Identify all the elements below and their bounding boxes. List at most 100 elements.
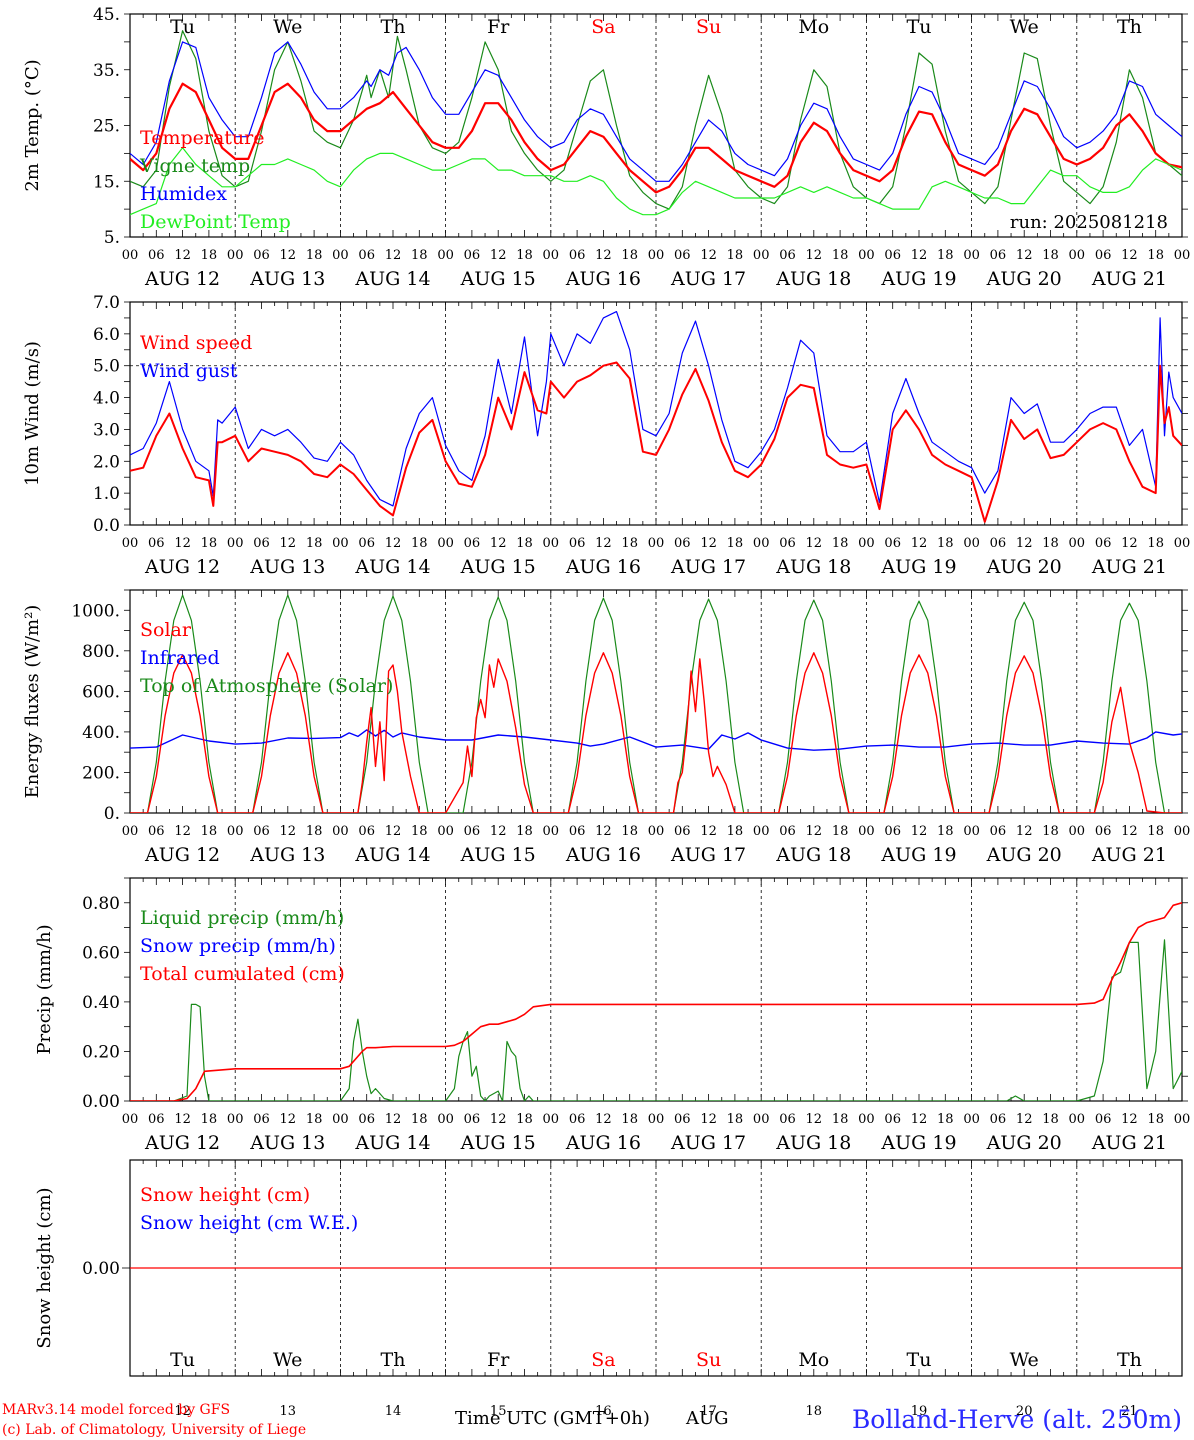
hour-tick-label: 00 <box>227 824 244 839</box>
footer-model-credit: MARv3.14 model forced by GFS <box>2 1402 230 1418</box>
date-label: AUG 21 <box>1091 844 1167 866</box>
hour-tick-label: 12 <box>1121 248 1138 263</box>
hour-tick-label: 00 <box>963 536 980 551</box>
hour-tick-label: 00 <box>543 536 560 551</box>
hour-tick-label: 06 <box>990 536 1007 551</box>
day-name-label: Tu <box>170 1349 195 1371</box>
hour-tick-label: 00 <box>1069 1112 1086 1127</box>
hour-tick-label: 00 <box>753 1112 770 1127</box>
hour-tick-label: 18 <box>411 1112 428 1127</box>
hour-tick-label: 06 <box>253 536 270 551</box>
hour-tick-label: 18 <box>516 1112 533 1127</box>
y-axis-label: 2m Temp. (°C) <box>22 59 43 191</box>
day-number-label: 20 <box>1016 1404 1033 1419</box>
hour-tick-label: 06 <box>148 824 165 839</box>
series-line <box>130 729 1182 751</box>
day-number-label: 19 <box>911 1404 928 1419</box>
y-tick-label: 5.0 <box>93 357 120 377</box>
hour-tick-label: 12 <box>595 1112 612 1127</box>
y-tick-label: 0. <box>104 804 120 824</box>
hour-tick-label: 12 <box>174 1112 191 1127</box>
y-tick-label: 6.0 <box>93 325 120 345</box>
hour-tick-label: 00 <box>437 824 454 839</box>
hour-tick-label: 00 <box>332 1112 349 1127</box>
hour-tick-label: 12 <box>700 248 717 263</box>
hour-tick-label: 06 <box>674 1112 691 1127</box>
hour-tick-label: 06 <box>569 536 586 551</box>
date-label: AUG 21 <box>1091 268 1167 290</box>
y-tick-label: 5. <box>104 228 120 248</box>
date-label: AUG 13 <box>249 1132 325 1154</box>
day-name-label: We <box>273 1349 302 1371</box>
day-name-label: We <box>273 16 302 38</box>
hour-tick-label: 18 <box>937 1112 954 1127</box>
hour-tick-label: 12 <box>174 536 191 551</box>
hour-tick-label: 00 <box>332 824 349 839</box>
y-tick-label: 0.40 <box>82 993 120 1013</box>
hour-tick-label: 00 <box>122 248 139 263</box>
hour-tick-label: 18 <box>937 536 954 551</box>
hour-tick-label: 12 <box>280 248 297 263</box>
legend-entry: Wind gust <box>140 360 238 382</box>
hour-tick-label: 18 <box>621 824 638 839</box>
hour-tick-label: 12 <box>700 824 717 839</box>
date-label: AUG 18 <box>775 268 851 290</box>
date-label: AUG 20 <box>986 1132 1062 1154</box>
y-tick-label: 0.00 <box>82 1259 120 1279</box>
y-tick-label: 0.00 <box>82 1092 120 1112</box>
date-label: AUG 18 <box>775 844 851 866</box>
day-name-label: Tu <box>170 16 195 38</box>
day-number-label: 13 <box>280 1404 297 1419</box>
hour-tick-label: 12 <box>490 248 507 263</box>
hour-tick-label: 00 <box>648 248 665 263</box>
hour-tick-label: 12 <box>280 536 297 551</box>
hour-tick-label: 00 <box>963 1112 980 1127</box>
y-tick-label: 200. <box>82 763 120 783</box>
hour-tick-label: 06 <box>779 824 796 839</box>
hour-tick-label: 06 <box>884 536 901 551</box>
legend-entry: DewPoint Temp <box>140 211 291 233</box>
hour-tick-label: 12 <box>1016 536 1033 551</box>
hour-tick-label: 06 <box>674 248 691 263</box>
date-label: AUG 19 <box>880 556 956 578</box>
date-label: AUG 13 <box>249 556 325 578</box>
hour-tick-label: 00 <box>1174 1112 1191 1127</box>
date-label: AUG 20 <box>986 556 1062 578</box>
hour-tick-label: 18 <box>832 536 849 551</box>
hour-tick-label: 00 <box>648 824 665 839</box>
hour-tick-label: 06 <box>464 536 481 551</box>
date-label: AUG 21 <box>1091 556 1167 578</box>
hour-tick-label: 12 <box>385 1112 402 1127</box>
hour-tick-label: 00 <box>122 1112 139 1127</box>
hour-tick-label: 06 <box>779 536 796 551</box>
hour-tick-label: 12 <box>806 824 823 839</box>
series-line <box>130 147 1182 216</box>
hour-tick-label: 00 <box>543 824 560 839</box>
hour-tick-label: 18 <box>621 248 638 263</box>
hour-tick-label: 18 <box>1042 1112 1059 1127</box>
hour-tick-label: 12 <box>280 1112 297 1127</box>
y-tick-label: 45. <box>93 5 120 25</box>
date-label: AUG 21 <box>1091 1132 1167 1154</box>
hour-tick-label: 18 <box>1147 248 1164 263</box>
date-label: AUG 20 <box>986 844 1062 866</box>
hour-tick-label: 06 <box>1095 248 1112 263</box>
hour-tick-label: 18 <box>727 824 744 839</box>
date-label: AUG 14 <box>354 844 430 866</box>
date-label: AUG 19 <box>880 268 956 290</box>
hour-tick-label: 18 <box>727 248 744 263</box>
hour-tick-label: 06 <box>779 1112 796 1127</box>
day-name-label: Fr <box>487 16 510 38</box>
hour-tick-label: 18 <box>306 536 323 551</box>
hour-tick-label: 18 <box>411 824 428 839</box>
x-axis-label: Time UTC (GMT+0h) <box>455 1408 650 1429</box>
day-name-label: We <box>1010 1349 1039 1371</box>
y-tick-label: 4.0 <box>93 389 120 409</box>
legend-entry: Top of Atmosphere (Solar) <box>140 675 393 697</box>
date-label: AUG 16 <box>565 556 641 578</box>
hour-tick-label: 12 <box>595 536 612 551</box>
panels: 5. 15. 25. 35. 45. 2m Temp. (°C) 00 06 12 18 AUG 1… <box>22 5 1190 1419</box>
day-number-label: 17 <box>700 1404 717 1419</box>
hour-tick-label: 06 <box>358 824 375 839</box>
